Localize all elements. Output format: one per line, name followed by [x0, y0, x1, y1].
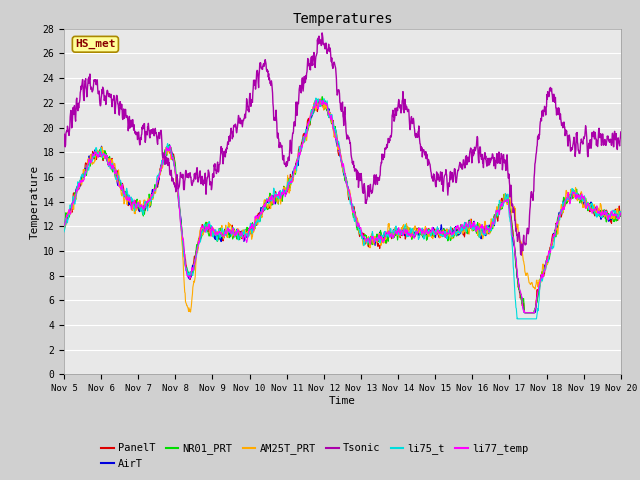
NR01_PRT	[318, 94, 326, 99]
Y-axis label: Temperature: Temperature	[29, 165, 40, 239]
li75_t	[312, 95, 320, 101]
AirT	[552, 229, 559, 235]
PanelT	[60, 220, 68, 226]
Line: li75_t: li75_t	[64, 98, 621, 319]
li77_temp	[429, 228, 437, 233]
AirT	[60, 225, 68, 230]
li77_temp	[184, 274, 191, 279]
li75_t	[184, 273, 191, 278]
li75_t	[502, 192, 509, 198]
AM25T_PRT	[502, 198, 510, 204]
Legend: PanelT, AirT, NR01_PRT, AM25T_PRT, Tsonic, li75_t, li77_temp: PanelT, AirT, NR01_PRT, AM25T_PRT, Tsoni…	[97, 439, 532, 473]
Tsonic	[518, 252, 525, 258]
AM25T_PRT	[170, 162, 178, 168]
AM25T_PRT	[184, 304, 191, 310]
li75_t	[246, 223, 254, 228]
NR01_PRT	[60, 224, 68, 230]
Line: AM25T_PRT: AM25T_PRT	[64, 100, 621, 312]
X-axis label: Time: Time	[329, 396, 356, 406]
Line: NR01_PRT: NR01_PRT	[64, 96, 621, 312]
li75_t	[429, 229, 437, 235]
AM25T_PRT	[316, 97, 324, 103]
AM25T_PRT	[429, 230, 437, 236]
NR01_PRT	[617, 213, 625, 219]
PanelT	[502, 195, 509, 201]
PanelT	[521, 310, 529, 315]
AirT	[246, 228, 254, 233]
AirT	[617, 210, 625, 216]
Tsonic	[170, 182, 178, 188]
Tsonic	[617, 129, 625, 135]
AM25T_PRT	[617, 210, 625, 216]
li75_t	[60, 229, 68, 235]
NR01_PRT	[170, 155, 178, 161]
li77_temp	[552, 229, 559, 235]
Tsonic	[502, 168, 509, 173]
li77_temp	[246, 224, 254, 229]
li75_t	[552, 226, 559, 232]
AM25T_PRT	[187, 309, 195, 315]
li77_temp	[60, 223, 68, 228]
Line: PanelT: PanelT	[64, 99, 621, 312]
Tsonic	[60, 133, 68, 139]
li75_t	[617, 210, 625, 216]
li77_temp	[521, 310, 529, 315]
NR01_PRT	[184, 268, 191, 274]
NR01_PRT	[502, 194, 509, 200]
li77_temp	[170, 162, 178, 168]
li77_temp	[617, 210, 625, 216]
PanelT	[429, 231, 437, 237]
AirT	[520, 310, 528, 315]
li75_t	[513, 316, 521, 322]
NR01_PRT	[521, 310, 529, 315]
Line: Tsonic: Tsonic	[64, 33, 621, 255]
Tsonic	[184, 173, 191, 179]
NR01_PRT	[552, 230, 559, 236]
PanelT	[552, 226, 559, 231]
Tsonic	[429, 179, 437, 184]
li75_t	[170, 163, 178, 169]
PanelT	[617, 213, 625, 218]
Line: AirT: AirT	[64, 100, 621, 312]
li77_temp	[502, 197, 509, 203]
PanelT	[246, 231, 254, 237]
Tsonic	[246, 90, 254, 96]
AM25T_PRT	[246, 229, 254, 235]
Title: Temperatures: Temperatures	[292, 12, 393, 26]
AirT	[502, 195, 509, 201]
Line: li77_temp: li77_temp	[64, 100, 621, 312]
NR01_PRT	[429, 229, 437, 235]
Tsonic	[552, 95, 559, 100]
AirT	[429, 226, 437, 231]
li77_temp	[316, 97, 324, 103]
PanelT	[184, 270, 191, 276]
PanelT	[170, 155, 178, 161]
NR01_PRT	[246, 227, 254, 233]
AirT	[170, 163, 178, 169]
Text: HS_met: HS_met	[75, 39, 116, 49]
AM25T_PRT	[552, 229, 559, 235]
Tsonic	[318, 30, 326, 36]
AirT	[184, 271, 191, 277]
AirT	[316, 97, 324, 103]
PanelT	[316, 96, 324, 102]
AM25T_PRT	[60, 224, 68, 229]
